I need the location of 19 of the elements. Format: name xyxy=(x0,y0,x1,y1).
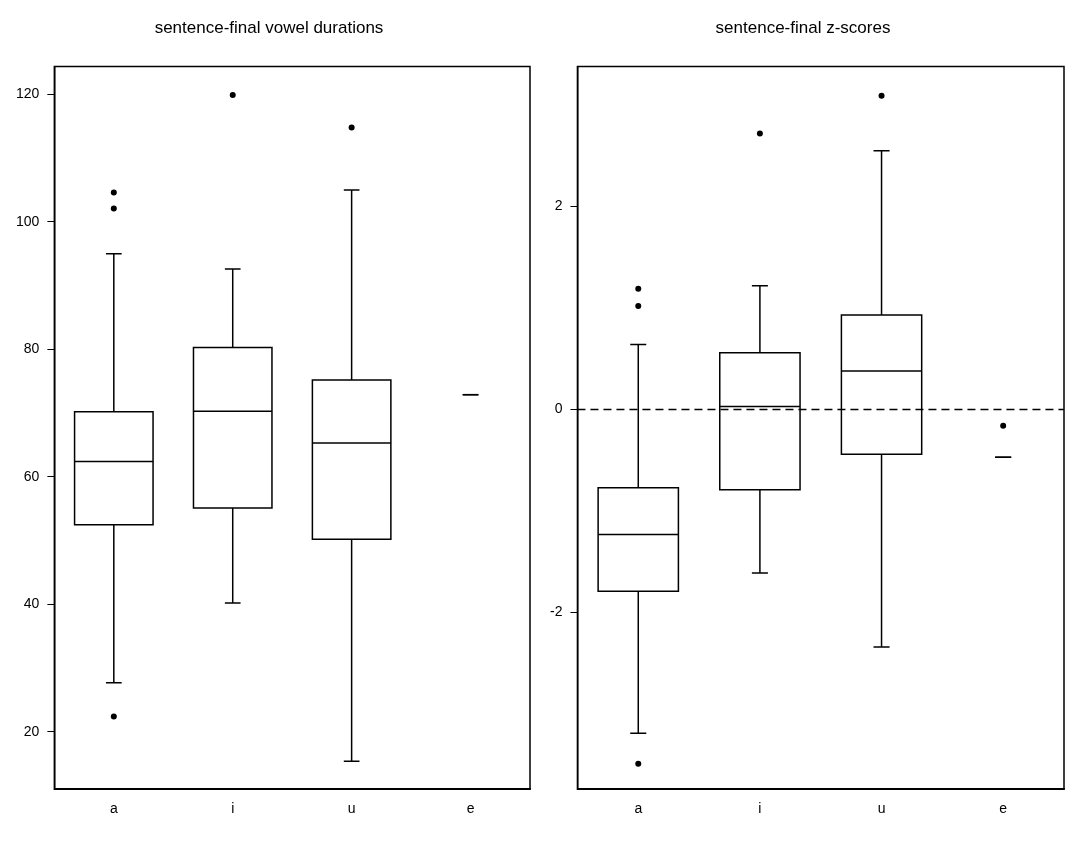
y-tick-label: 40 xyxy=(23,595,40,612)
x-tick-label: e xyxy=(466,800,475,817)
y-tick-label: 80 xyxy=(23,340,40,357)
x-tick-label: i xyxy=(231,800,235,817)
chart-title: sentence-final z-scores xyxy=(715,17,891,37)
y-tick-label: 60 xyxy=(23,467,40,484)
chart-title: sentence-final vowel durations xyxy=(154,17,384,37)
y-tick-label: 20 xyxy=(23,722,40,739)
y-tick-label: 2 xyxy=(554,197,563,214)
y-tick-label: 120 xyxy=(16,85,40,102)
x-tick-label: a xyxy=(634,800,643,817)
x-tick-label: u xyxy=(347,800,356,817)
x-tick-label: u xyxy=(877,800,886,817)
x-tick-label: i xyxy=(758,800,762,817)
x-tick-label: e xyxy=(999,800,1008,817)
y-tick-label: -2 xyxy=(550,603,563,620)
x-tick-label: a xyxy=(109,800,118,817)
y-tick-label: 0 xyxy=(554,400,563,417)
y-tick-label: 100 xyxy=(16,212,40,229)
